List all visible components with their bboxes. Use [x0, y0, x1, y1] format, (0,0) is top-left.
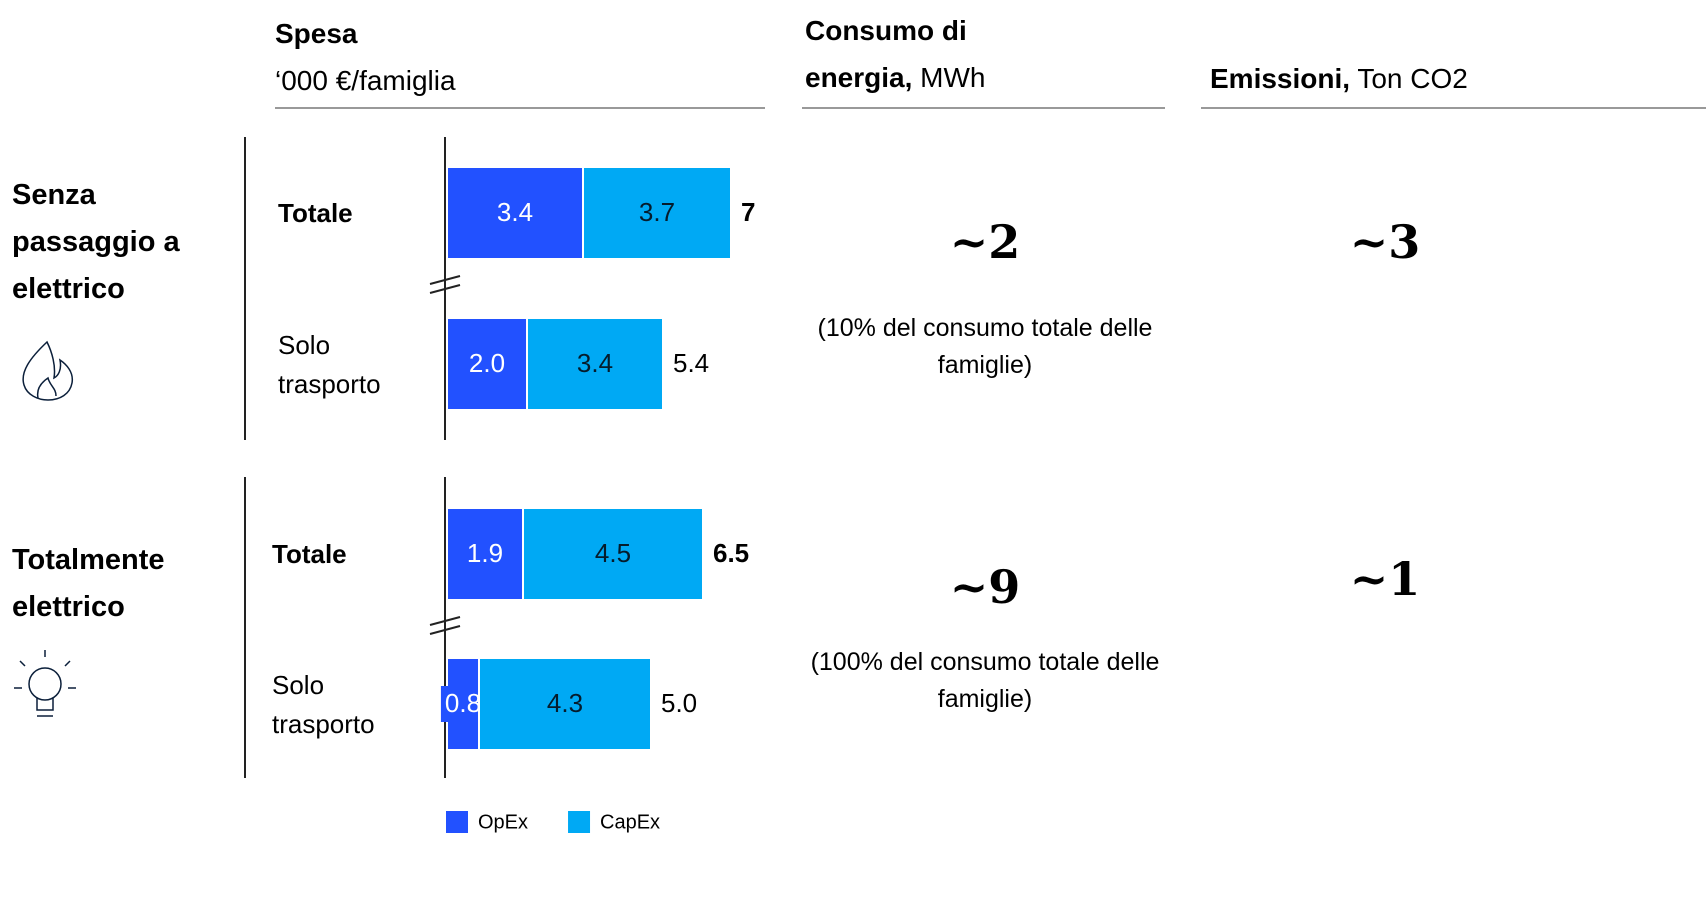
category-label: Totale	[278, 198, 353, 228]
energy-header: Consumo di energia, MWh	[805, 7, 1080, 101]
total-label: 5.4	[673, 348, 709, 378]
legend-swatch	[446, 811, 468, 833]
bar-segment	[446, 317, 528, 411]
bar-segment	[522, 507, 704, 601]
dividers	[244, 137, 461, 778]
segment-label: 3.7	[639, 197, 675, 227]
bulb-icon	[28, 667, 62, 701]
group-label: Totalmente elettrico	[12, 544, 165, 623]
axis-break	[429, 275, 461, 285]
emissions-header: Emissioni, Ton CO2	[1210, 55, 1468, 102]
bar-segment	[582, 166, 732, 260]
energy-value: ~2	[949, 215, 1021, 269]
segment-label: 4.3	[547, 688, 583, 718]
axis-break	[429, 625, 461, 635]
category-label: Solo trasporto	[278, 330, 381, 399]
legend-swatch	[568, 811, 591, 833]
flame-icon-inner	[36, 376, 57, 399]
spend-header: Spesa ‘000 €/famiglia	[275, 10, 456, 104]
legend-label: CapEx	[600, 811, 660, 833]
energy-note: (10% del consumo totale delle famiglie)	[817, 314, 1153, 379]
segment-label: 4.5	[595, 538, 631, 568]
segment-label: 0.8	[445, 688, 481, 718]
group-label: Senza passaggio a elettrico	[12, 179, 180, 305]
emissions-title: Emissioni,	[1210, 63, 1351, 94]
axis-break	[429, 616, 461, 626]
emissions-value: ~1	[1349, 552, 1421, 606]
bar-segment	[526, 317, 664, 411]
segment-label: 2.0	[469, 348, 505, 378]
spend-title: Spesa	[275, 18, 358, 49]
segment-label: 1.9	[467, 538, 503, 568]
legend-label: OpEx	[478, 811, 528, 833]
emissions-value: ~3	[1349, 215, 1421, 269]
category-label: Totale	[272, 539, 347, 569]
emissions-unit: Ton CO2	[1357, 63, 1468, 94]
segment-label: 3.4	[577, 348, 613, 378]
energy-title: Consumo di energia,	[805, 15, 967, 93]
energy-value: ~9	[949, 560, 1021, 614]
spend-unit: ‘000 €/famiglia	[275, 65, 456, 96]
segment-label-bg	[440, 686, 486, 722]
category-label: Solo trasporto	[272, 670, 375, 739]
icons	[14, 340, 76, 717]
bar-segment	[478, 657, 652, 751]
energy-note: (100% del consumo totale delle famiglie)	[810, 648, 1160, 713]
bulb-icon-details	[14, 650, 76, 717]
flame-icon	[22, 340, 74, 401]
segment-label: 3.4	[497, 197, 533, 227]
energy-unit: MWh	[920, 62, 986, 93]
total-label: 7	[741, 197, 755, 227]
total-label: 6.5	[713, 538, 749, 568]
axis-break	[429, 284, 461, 294]
total-label: 5.0	[661, 688, 697, 718]
